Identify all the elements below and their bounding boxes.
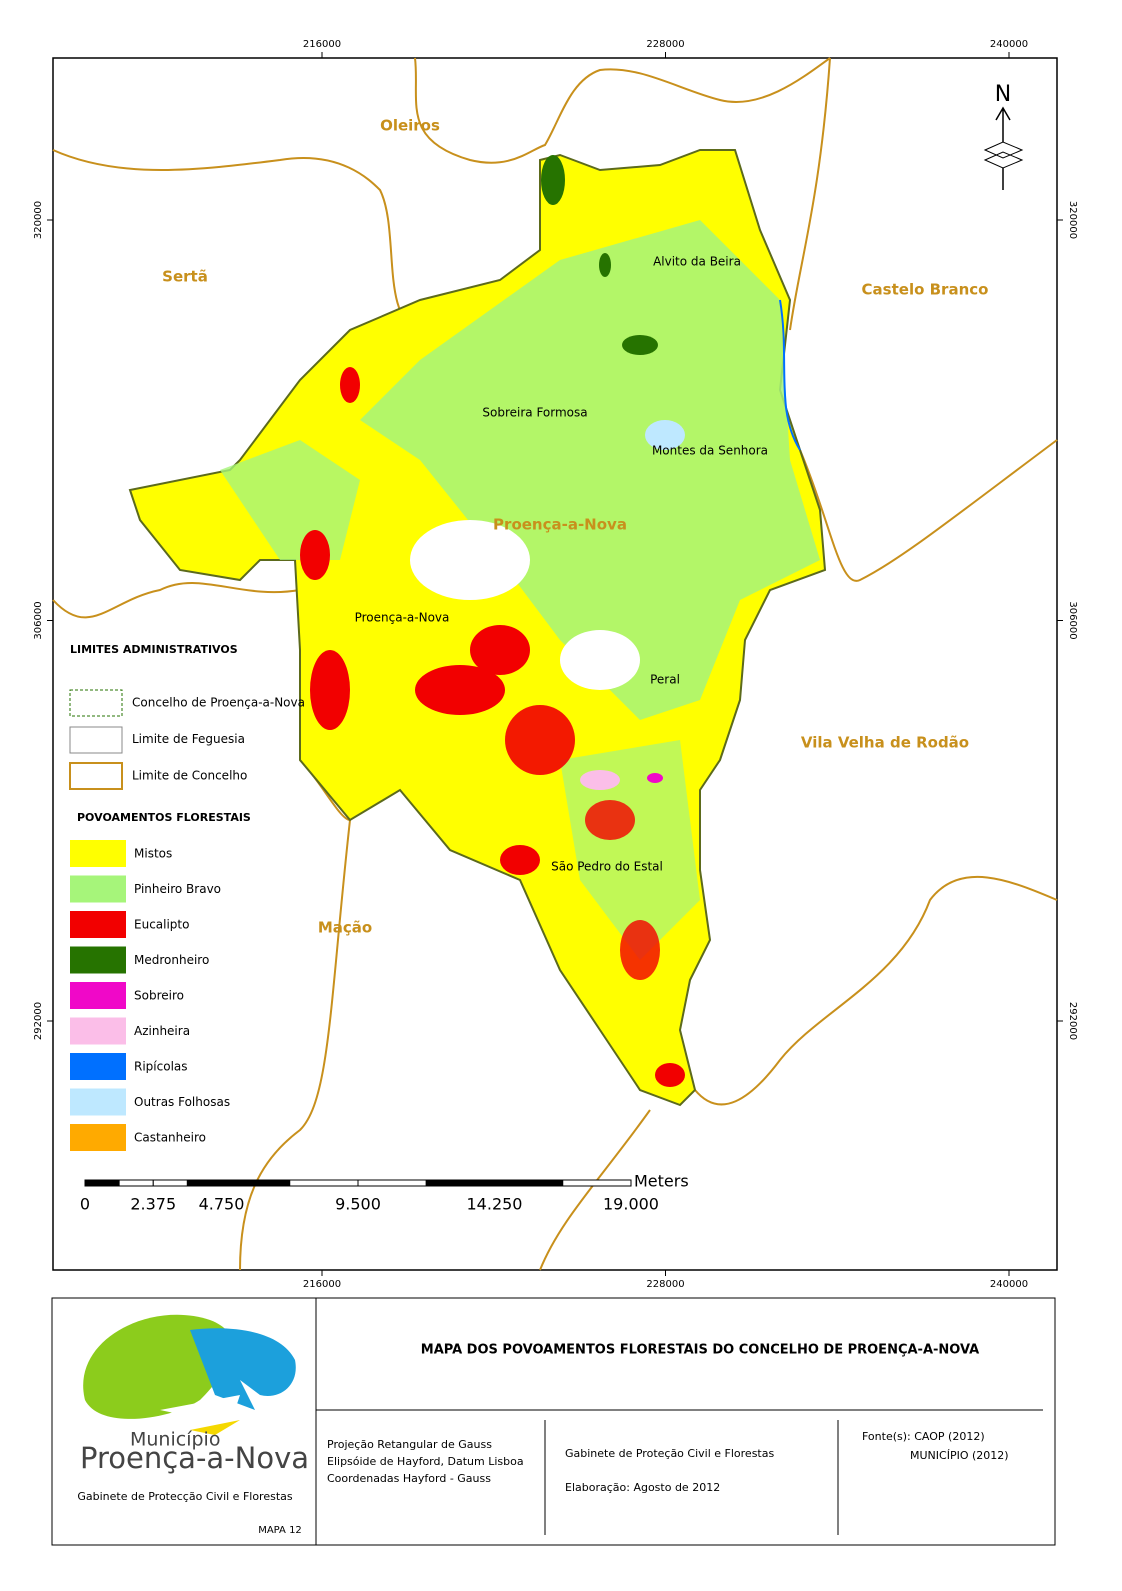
scale-segment [494,1179,564,1187]
legend-swatch [70,946,126,974]
neighbour-label: Vila Velha de Rodão [801,734,969,752]
y-coord-label: 320000 [33,201,44,239]
legend-label: Limite de Feguesia [132,732,245,746]
legend-label: Concelho de Proença-a-Nova [132,696,305,710]
x-coord-label: 216000 [303,1279,341,1290]
legend-label: Sobreiro [134,989,184,1003]
scale-label: 9.500 [335,1195,381,1214]
legend-swatch [70,875,126,903]
scale-label: 14.250 [467,1195,523,1214]
parish-label: Sobreira Formosa [482,406,587,420]
legend-swatch [70,911,126,938]
scale-label: 4.750 [199,1195,245,1214]
legend-label: Castanheiro [134,1131,206,1145]
legend-label: Pinheiro Bravo [134,882,221,896]
y-coord-label: 306000 [1067,601,1078,639]
neighbour-label: Mação [318,919,372,937]
source: MUNICÍPIO (2012) [910,1449,1009,1462]
scale-label: 2.375 [130,1195,176,1214]
x-coord-label: 240000 [990,39,1028,50]
legend-swatch [70,840,126,867]
scale-label: 19.000 [603,1195,659,1214]
projection-line: Projeção Retangular de Gauss [327,1438,492,1451]
scale-segment [357,1179,427,1187]
x-coord-label: 228000 [646,39,684,50]
legend-heading: POVOAMENTOS FLORESTAIS [77,811,251,824]
parish-label: Proença-a-Nova [355,611,450,625]
parish-label: Montes da Senhora [652,444,768,458]
scale-segment [562,1179,632,1187]
y-coord-label: 292000 [33,1002,44,1040]
north-label: N [995,82,1011,107]
north-arrow: N [983,82,1024,190]
legend-swatch [70,982,126,1009]
footer-title: MAPA DOS POVOAMENTOS FLORESTAIS DO CONCE… [421,1343,979,1358]
neighbour-label: Sertã [162,268,208,286]
office: Gabinete de Protecção Civil e Florestas [77,1490,293,1503]
date: Elaboração: Agosto de 2012 [565,1481,720,1494]
scale-segment [84,1179,120,1187]
author: Gabinete de Proteção Civil e Florestas [565,1447,774,1460]
forest-patches [220,155,820,1087]
neighbour-label: Oleiros [380,117,440,135]
legend-label: Mistos [134,847,172,861]
footer-box [51,1297,1056,1546]
parish-label: São Pedro do Estal [551,860,663,874]
legend-swatch [69,726,123,754]
logo-name: Proença-a-Nova [80,1441,309,1475]
x-coord-label: 240000 [990,1279,1028,1290]
legend-swatch [70,1053,126,1080]
legend-label: Limite de Concelho [132,769,247,783]
y-coord-label: 292000 [1067,1002,1078,1040]
legend-label: Ripícolas [134,1060,188,1074]
x-coord-label: 228000 [646,1279,684,1290]
legend-label: Azinheira [134,1024,190,1038]
scale-label: 0 [80,1195,90,1214]
legend-swatch [69,689,123,717]
scale-segment [118,1179,154,1187]
logo [83,1314,296,1435]
projection-line: Coordenadas Hayford - Gauss [327,1472,491,1485]
source: Fonte(s): CAOP (2012) [862,1430,985,1443]
legend-swatch [69,762,123,790]
scale-segment [152,1179,188,1187]
scale-segment [186,1179,222,1187]
legend-label: Medronheiro [134,953,209,967]
y-coord-label: 306000 [33,601,44,639]
legend-label: Outras Folhosas [134,1095,230,1109]
logo-top: Município [130,1429,220,1451]
projection-line: Elipsóide de Hayford, Datum Lisboa [327,1455,524,1468]
y-coord-label: 320000 [1067,201,1078,239]
municipality-label: Proença-a-Nova [493,516,627,534]
parish-label: Alvito da Beira [653,255,741,269]
neighbour-label: Castelo Branco [862,281,989,299]
scale-segment [425,1179,495,1187]
x-coord-label: 216000 [303,39,341,50]
legend-swatch [70,1124,126,1151]
map-number: MAPA 12 [258,1525,302,1536]
scale-segment [221,1179,291,1187]
parish-label: Peral [650,673,680,687]
legend-label: Eucalipto [134,918,189,932]
legend-heading: LIMITES ADMINISTRATIVOS [70,643,238,656]
scale-unit: Meters [634,1172,689,1191]
legend-swatch [70,1088,126,1116]
scale-segment [289,1179,359,1187]
legend-swatch [70,1017,126,1045]
